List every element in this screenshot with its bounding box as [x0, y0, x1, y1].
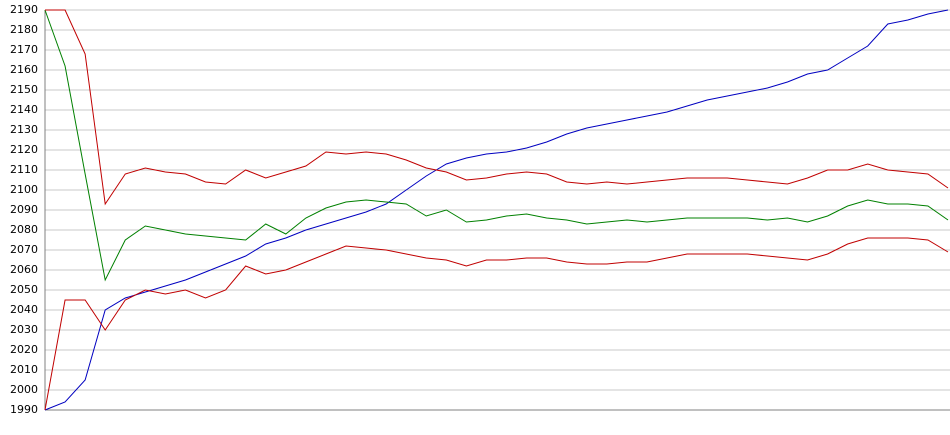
y-tick-label: 2060	[10, 263, 38, 276]
y-tick-label: 1990	[10, 403, 38, 416]
y-tick-label: 2180	[10, 23, 38, 36]
y-tick-label: 2040	[10, 303, 38, 316]
y-tick-label: 2010	[10, 363, 38, 376]
y-tick-label: 2190	[10, 3, 38, 16]
y-tick-label: 2130	[10, 123, 38, 136]
y-tick-label: 2070	[10, 243, 38, 256]
y-tick-label: 2030	[10, 323, 38, 336]
series-line	[44, 9, 949, 411]
y-tick-label: 2080	[10, 223, 38, 236]
y-tick-label: 2100	[10, 183, 38, 196]
y-tick-label: 2050	[10, 283, 38, 296]
y-tick-label: 2020	[10, 343, 38, 356]
y-tick-label: 2170	[10, 43, 38, 56]
series-line	[44, 9, 949, 282]
y-tick-label: 2090	[10, 203, 38, 216]
series-line	[44, 237, 949, 411]
y-tick-label: 2000	[10, 383, 38, 396]
y-tick-label: 2150	[10, 83, 38, 96]
y-tick-label: 2140	[10, 103, 38, 116]
y-tick-label: 2120	[10, 143, 38, 156]
y-tick-label: 2110	[10, 163, 38, 176]
series-line	[45, 9, 949, 206]
y-tick-label: 2160	[10, 63, 38, 76]
